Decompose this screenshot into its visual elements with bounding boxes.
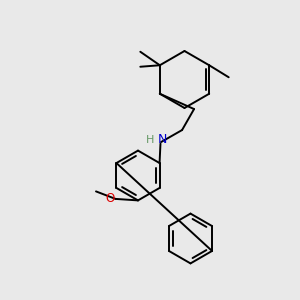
Text: N: N: [158, 133, 167, 146]
Text: O: O: [105, 191, 114, 205]
Text: H: H: [146, 135, 154, 145]
